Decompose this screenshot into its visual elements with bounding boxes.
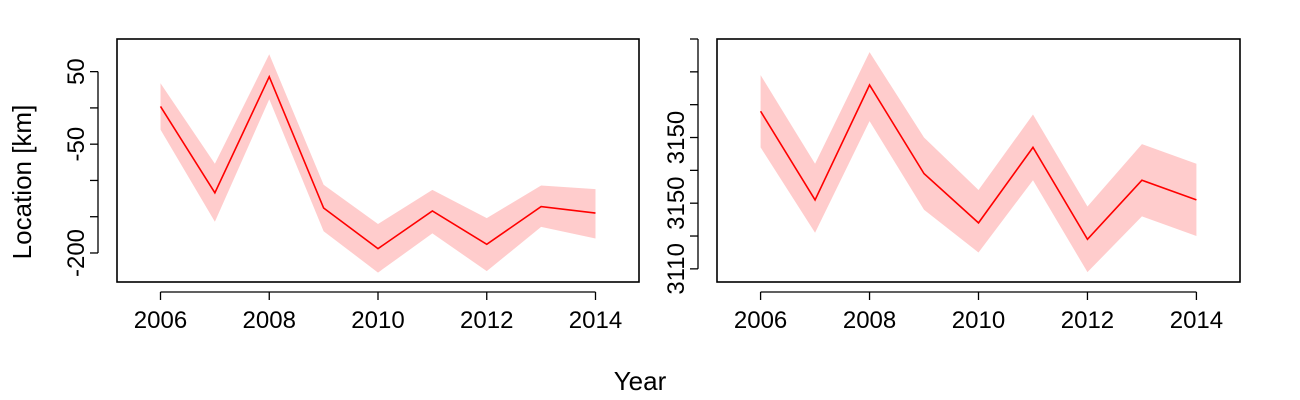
x-tick-label: 2012 xyxy=(460,307,513,334)
y-tick-label: 3110 xyxy=(663,243,690,295)
x-tick-label: 2014 xyxy=(1170,307,1223,334)
x-tick-label: 2014 xyxy=(569,307,622,334)
shared-x-axis-title: Year xyxy=(614,366,667,396)
plot-frame xyxy=(116,38,640,283)
x-tick-label: 2006 xyxy=(734,307,787,334)
confidence-band-0 xyxy=(160,54,596,273)
confidence-band-1 xyxy=(760,52,1197,273)
plot-frame xyxy=(716,38,1241,283)
x-tick-label: 2010 xyxy=(952,307,1005,334)
x-tick-label: 2006 xyxy=(134,307,187,334)
y-tick-label: -50 xyxy=(63,127,90,162)
x-tick-label: 2012 xyxy=(1061,307,1114,334)
x-tick-label: 2008 xyxy=(843,307,896,334)
y-tick-label: -200 xyxy=(63,229,90,277)
x-tick-label: 2010 xyxy=(351,307,404,334)
y-tick-label: 50 xyxy=(63,58,90,85)
shared-y-axis-title: Location [km] xyxy=(7,105,37,260)
y-tick-label: 3150 xyxy=(663,111,690,164)
x-tick-label: 2008 xyxy=(243,307,296,334)
right-panel: 2006 2008 2010 2012 2014 3110 3150 3150 xyxy=(663,38,1241,334)
left-panel: 2006 2008 2010 2012 2014 -200 -50 50 xyxy=(63,38,640,334)
y-tick-label: 3150 xyxy=(663,176,690,229)
